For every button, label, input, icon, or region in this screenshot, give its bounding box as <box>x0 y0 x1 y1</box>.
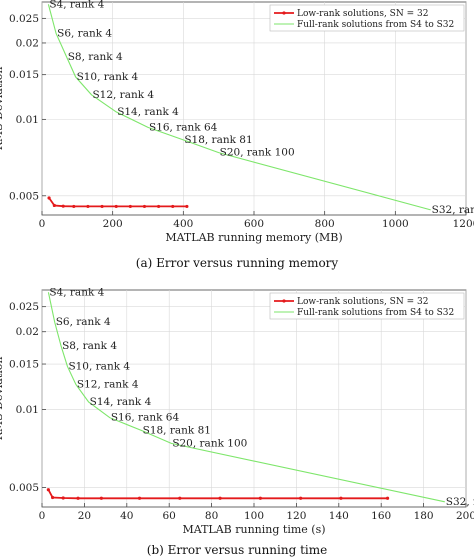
x-tick-label: 40 <box>120 510 133 522</box>
y-axis-label: RMS Deviation <box>0 67 5 151</box>
y-tick-label: 0.02 <box>16 326 39 338</box>
legend-label: Full-rank solutions from S4 to S32 <box>297 308 454 318</box>
legend-box <box>269 4 465 32</box>
caption-time-chart: (b) Error versus running time <box>146 543 328 557</box>
time-error-chart: 0 20 40 60 80 100 120 140 160 180 200 0.005 0.01 0.01… <box>0 286 474 536</box>
low-rank-point <box>157 204 161 209</box>
low-rank-point <box>46 488 50 492</box>
x-tick-label: 60 <box>163 510 176 522</box>
low-rank-point <box>52 203 56 208</box>
low-rank-point <box>128 204 132 209</box>
x-axis-label: MATLAB running memory (MB) <box>165 231 342 244</box>
point-annotation: S10, rank 4 <box>77 71 139 83</box>
low-rank-point <box>171 204 175 209</box>
x-axis-label: MATLAB running time (s) <box>182 523 325 536</box>
low-rank-point <box>137 496 142 500</box>
x-tick-label: 100 <box>244 510 264 522</box>
x-tick-label: 200 <box>456 510 474 522</box>
point-annotation: S8, rank 4 <box>68 51 123 63</box>
low-rank-point <box>72 204 76 209</box>
x-tick-label: 200 <box>103 218 123 230</box>
series-line-low-rank <box>47 489 388 500</box>
x-tick-label: 1000 <box>382 218 409 230</box>
point-annotation: S12, rank 4 <box>92 89 154 101</box>
point-annotation: S6, rank 4 <box>56 316 111 328</box>
point-annotation: S16, rank 64 <box>149 121 218 133</box>
point-annotation: S32, rank 256 <box>446 496 474 508</box>
low-rank-point <box>178 496 182 500</box>
low-rank-point <box>142 204 147 209</box>
y-tick-label: 0.01 <box>16 404 39 416</box>
x-tick-label: 600 <box>244 218 264 230</box>
y-tick-label: 0.025 <box>9 301 39 313</box>
low-rank-point <box>100 204 104 209</box>
low-rank-point <box>299 496 303 500</box>
point-annotation: S16, rank 64 <box>111 412 180 424</box>
point-annotation: S4, rank 4 <box>49 286 104 298</box>
low-rank-point <box>76 496 80 500</box>
point-annotation: S20, rank 100 <box>220 147 295 159</box>
caption-memory-chart: (a) Error versus running memory <box>135 256 339 270</box>
legend-label: Low-rank solutions, SN = 32 <box>297 9 428 19</box>
x-tick-label: 800 <box>315 218 335 230</box>
y-tick-label: 0.005 <box>9 190 39 202</box>
y-tick-label: 0.025 <box>9 13 39 25</box>
low-rank-point <box>218 496 222 500</box>
x-tick-label: 0 <box>39 510 46 522</box>
point-annotation: S32, rank 256 <box>432 204 474 216</box>
point-annotation: S4, rank 4 <box>49 0 104 10</box>
x-tick-label: 0 <box>39 218 46 230</box>
low-rank-point <box>185 204 189 209</box>
low-rank-point <box>61 496 65 500</box>
low-rank-point <box>47 196 51 200</box>
x-tick-label: 20 <box>78 510 91 522</box>
legend-marker <box>282 11 286 15</box>
y-tick-label: 0.005 <box>9 482 39 494</box>
x-tick-label: 120 <box>286 510 306 522</box>
x-tick-label: 180 <box>414 510 434 522</box>
series-line-full-rank <box>47 292 445 503</box>
legend-label: Low-rank solutions, SN = 32 <box>297 297 428 307</box>
x-tick-label: 80 <box>205 510 218 522</box>
low-rank-point <box>61 204 65 208</box>
x-tick-label: 140 <box>329 510 349 522</box>
point-annotation: S12, rank 4 <box>77 379 139 391</box>
point-annotation: S20, rank 100 <box>172 437 247 449</box>
point-annotation: S8, rank 4 <box>62 340 117 352</box>
x-tick-label: 160 <box>371 510 391 522</box>
low-rank-point <box>258 496 262 500</box>
series-line-full-rank <box>47 4 431 211</box>
point-annotation: S14, rank 4 <box>117 106 179 118</box>
y-tick-label: 0.02 <box>16 37 39 49</box>
low-rank-point <box>339 496 343 500</box>
legend-label: Full-rank solutions from S4 to S32 <box>297 20 454 30</box>
y-axis-label: RMS Deviation <box>0 357 5 441</box>
point-annotation: S6, rank 4 <box>57 27 112 39</box>
x-tick-label: 400 <box>173 218 193 230</box>
low-rank-point <box>86 204 90 209</box>
y-tick-label: 0.015 <box>9 359 39 371</box>
point-annotation: S18, rank 81 <box>184 134 252 146</box>
low-rank-point <box>114 204 118 209</box>
point-annotation: S14, rank 4 <box>90 396 152 408</box>
legend-marker <box>282 299 286 303</box>
low-rank-point <box>385 496 390 500</box>
y-tick-label: 0.01 <box>16 114 39 126</box>
point-annotation: S10, rank 4 <box>68 360 130 372</box>
legend-box <box>269 292 465 320</box>
low-rank-point <box>51 495 55 500</box>
low-rank-point <box>99 496 103 500</box>
point-annotation: S18, rank 81 <box>143 425 211 437</box>
y-tick-label: 0.015 <box>9 69 39 81</box>
